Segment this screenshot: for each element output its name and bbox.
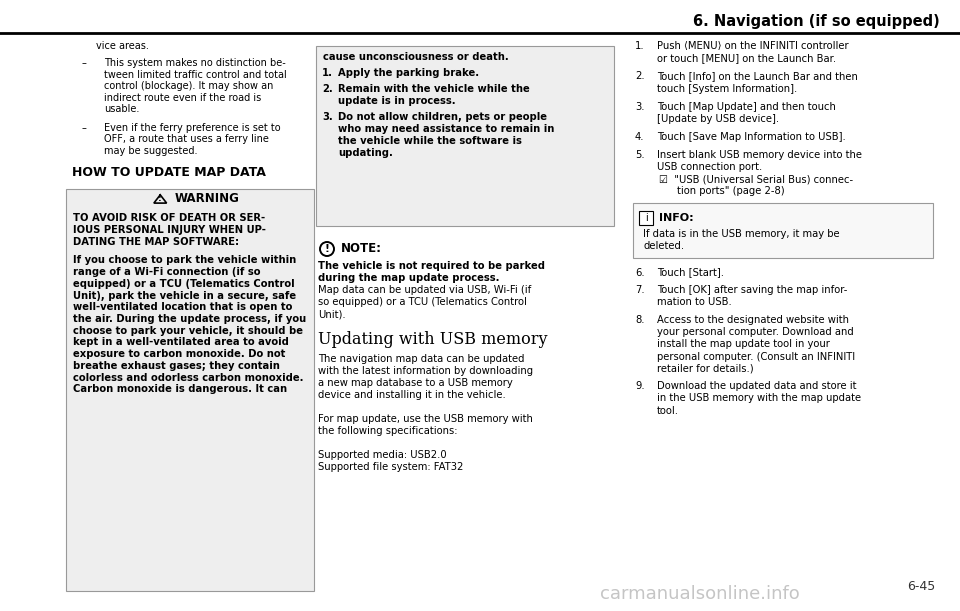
Text: The vehicle is not required to be parked: The vehicle is not required to be parked: [318, 261, 545, 271]
Text: the air. During the update process, if you: the air. During the update process, if y…: [73, 314, 306, 324]
Text: a new map database to a USB memory: a new map database to a USB memory: [318, 378, 513, 388]
Text: Touch [Info] on the Launch Bar and then: Touch [Info] on the Launch Bar and then: [657, 71, 858, 81]
Text: For map update, use the USB memory with: For map update, use the USB memory with: [318, 414, 533, 424]
Text: IOUS PERSONAL INJURY WHEN UP-: IOUS PERSONAL INJURY WHEN UP-: [73, 225, 266, 235]
Text: Insert blank USB memory device into the: Insert blank USB memory device into the: [657, 150, 862, 160]
Text: Unit).: Unit).: [318, 309, 346, 320]
Text: the following specifications:: the following specifications:: [318, 426, 458, 436]
Text: NOTE:: NOTE:: [341, 243, 382, 255]
Text: tool.: tool.: [657, 406, 679, 415]
Text: TO AVOID RISK OF DEATH OR SER-: TO AVOID RISK OF DEATH OR SER-: [73, 213, 265, 224]
Text: 4.: 4.: [635, 133, 644, 142]
Text: 5.: 5.: [635, 150, 644, 160]
Text: 6-45: 6-45: [907, 580, 935, 593]
Text: 8.: 8.: [635, 315, 644, 325]
Text: breathe exhaust gases; they contain: breathe exhaust gases; they contain: [73, 361, 280, 371]
Text: or touch [MENU] on the Launch Bar.: or touch [MENU] on the Launch Bar.: [657, 53, 836, 63]
Text: carmanualsonline.info: carmanualsonline.info: [600, 585, 800, 603]
Text: device and installing it in the vehicle.: device and installing it in the vehicle.: [318, 390, 506, 400]
Text: vice areas.: vice areas.: [96, 41, 149, 51]
FancyBboxPatch shape: [66, 189, 314, 591]
Text: retailer for details.): retailer for details.): [657, 364, 754, 373]
Text: Unit), park the vehicle in a secure, safe: Unit), park the vehicle in a secure, saf…: [73, 290, 296, 301]
Text: Supported media: USB2.0: Supported media: USB2.0: [318, 450, 446, 460]
Text: 7.: 7.: [635, 285, 644, 295]
Text: Carbon monoxide is dangerous. It can: Carbon monoxide is dangerous. It can: [73, 384, 287, 394]
Text: –: –: [82, 58, 86, 68]
Text: ☑  "USB (Universal Serial Bus) connec-: ☑ "USB (Universal Serial Bus) connec-: [659, 174, 853, 185]
Text: who may need assistance to remain in: who may need assistance to remain in: [338, 124, 554, 134]
Text: If data is in the USB memory, it may be: If data is in the USB memory, it may be: [643, 229, 840, 238]
Text: Touch [OK] after saving the map infor-: Touch [OK] after saving the map infor-: [657, 285, 848, 295]
Text: tion ports" (page 2-8): tion ports" (page 2-8): [677, 186, 784, 197]
Text: !: !: [324, 244, 329, 254]
Text: cause unconsciousness or death.: cause unconsciousness or death.: [323, 52, 509, 62]
Text: deleted.: deleted.: [643, 241, 684, 251]
Text: DATING THE MAP SOFTWARE:: DATING THE MAP SOFTWARE:: [73, 238, 239, 247]
Text: tween limited traffic control and total: tween limited traffic control and total: [104, 70, 287, 80]
Text: control (blockage). It may show an: control (blockage). It may show an: [104, 81, 274, 91]
Text: Download the updated data and store it: Download the updated data and store it: [657, 381, 856, 392]
Text: personal computer. (Consult an INFINITI: personal computer. (Consult an INFINITI: [657, 351, 855, 362]
Text: updating.: updating.: [338, 148, 393, 158]
Text: Even if the ferry preference is set to: Even if the ferry preference is set to: [104, 123, 280, 133]
Text: [Update by USB device].: [Update by USB device].: [657, 114, 780, 124]
Text: 1.: 1.: [322, 68, 333, 78]
Text: update is in process.: update is in process.: [338, 96, 456, 106]
Text: INFO:: INFO:: [659, 213, 694, 222]
Text: OFF, a route that uses a ferry line: OFF, a route that uses a ferry line: [104, 134, 269, 144]
Text: during the map update process.: during the map update process.: [318, 273, 499, 283]
FancyBboxPatch shape: [633, 203, 933, 258]
Text: Access to the designated website with: Access to the designated website with: [657, 315, 849, 325]
Text: Touch [Start].: Touch [Start].: [657, 268, 724, 277]
Text: choose to park your vehicle, it should be: choose to park your vehicle, it should b…: [73, 326, 303, 335]
Text: –: –: [82, 123, 86, 133]
Text: kept in a well-ventilated area to avoid: kept in a well-ventilated area to avoid: [73, 337, 289, 348]
Text: WARNING: WARNING: [175, 192, 239, 205]
Text: the vehicle while the software is: the vehicle while the software is: [338, 136, 522, 146]
Text: 6. Navigation (if so equipped): 6. Navigation (if so equipped): [693, 14, 940, 29]
Text: HOW TO UPDATE MAP DATA: HOW TO UPDATE MAP DATA: [72, 166, 266, 180]
Text: The navigation map data can be updated: The navigation map data can be updated: [318, 354, 524, 364]
Text: This system makes no distinction be-: This system makes no distinction be-: [104, 58, 286, 68]
Text: !: !: [158, 194, 162, 203]
Text: 2.: 2.: [635, 71, 644, 81]
Text: If you choose to park the vehicle within: If you choose to park the vehicle within: [73, 255, 297, 265]
Text: well-ventilated location that is open to: well-ventilated location that is open to: [73, 302, 293, 312]
Text: install the map update tool in your: install the map update tool in your: [657, 340, 829, 349]
Text: i: i: [644, 213, 647, 222]
Text: Push ⟨MENU⟩ on the INFINITI controller: Push ⟨MENU⟩ on the INFINITI controller: [657, 41, 849, 51]
Text: in the USB memory with the map update: in the USB memory with the map update: [657, 393, 861, 403]
Text: usable.: usable.: [104, 104, 139, 114]
Text: range of a Wi-Fi connection (if so: range of a Wi-Fi connection (if so: [73, 267, 260, 277]
Text: Touch [Save Map Information to USB].: Touch [Save Map Information to USB].: [657, 133, 846, 142]
Text: 9.: 9.: [635, 381, 644, 392]
Text: with the latest information by downloading: with the latest information by downloadi…: [318, 365, 533, 376]
Text: may be suggested.: may be suggested.: [104, 145, 198, 156]
Text: touch [System Information].: touch [System Information].: [657, 84, 797, 93]
Text: 6.: 6.: [635, 268, 644, 277]
Text: exposure to carbon monoxide. Do not: exposure to carbon monoxide. Do not: [73, 349, 285, 359]
Text: indirect route even if the road is: indirect route even if the road is: [104, 93, 261, 103]
Text: Map data can be updated via USB, Wi-Fi (if: Map data can be updated via USB, Wi-Fi (…: [318, 285, 531, 295]
Text: 1.: 1.: [635, 41, 644, 51]
Text: Do not allow children, pets or people: Do not allow children, pets or people: [338, 112, 547, 122]
Text: Apply the parking brake.: Apply the parking brake.: [338, 68, 479, 78]
Text: 3.: 3.: [322, 112, 333, 122]
Text: Updating with USB memory: Updating with USB memory: [318, 331, 547, 348]
FancyBboxPatch shape: [316, 46, 614, 226]
Text: so equipped) or a TCU (Telematics Control: so equipped) or a TCU (Telematics Contro…: [318, 297, 527, 307]
Text: USB connection port.: USB connection port.: [657, 163, 762, 172]
Text: Touch [Map Update] and then touch: Touch [Map Update] and then touch: [657, 102, 836, 112]
Text: Remain with the vehicle while the: Remain with the vehicle while the: [338, 84, 530, 95]
Text: equipped) or a TCU (Telematics Control: equipped) or a TCU (Telematics Control: [73, 279, 295, 289]
Text: 2.: 2.: [322, 84, 333, 95]
Text: colorless and odorless carbon monoxide.: colorless and odorless carbon monoxide.: [73, 373, 303, 382]
Text: Supported file system: FAT32: Supported file system: FAT32: [318, 463, 464, 472]
FancyBboxPatch shape: [639, 211, 653, 225]
Text: 3.: 3.: [635, 102, 644, 112]
Text: mation to USB.: mation to USB.: [657, 298, 732, 307]
Text: your personal computer. Download and: your personal computer. Download and: [657, 327, 853, 337]
